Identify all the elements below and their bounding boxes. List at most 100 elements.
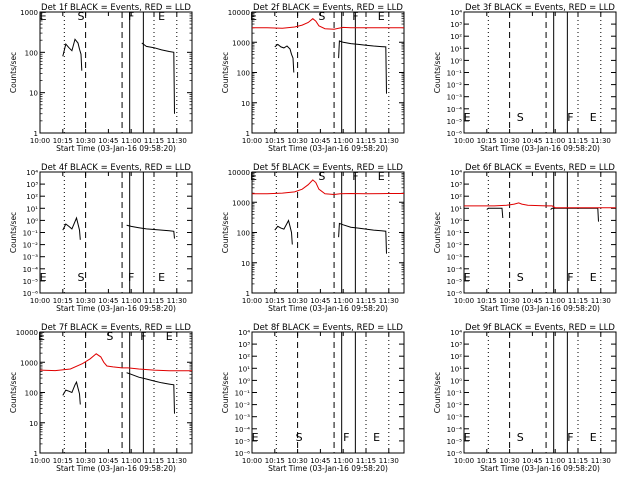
y-tick-label: 10² <box>450 193 462 201</box>
x-tick-label: 11:15 <box>568 137 588 145</box>
y-tick-label: 10⁻³ <box>447 254 463 262</box>
plot-frame <box>39 331 193 454</box>
phase-marker-label: E <box>590 111 597 124</box>
phase-marker-label: S <box>78 271 85 284</box>
y-tick-label: 10⁻⁵ <box>23 278 39 286</box>
x-tick-label: 10:00 <box>30 297 50 305</box>
y-tick-label: 10³ <box>450 21 462 29</box>
y-tick-label: 10⁻³ <box>447 94 463 102</box>
y-tick-label: 10 <box>241 100 250 108</box>
phase-marker-label: F <box>567 431 573 444</box>
y-tick-label: 10⁴ <box>26 169 38 177</box>
y-tick-label: 10⁻¹ <box>447 230 463 238</box>
y-tick-label: 10⁻⁵ <box>235 438 251 446</box>
phase-marker-label: E <box>464 271 471 284</box>
y-tick-label: 10⁻⁵ <box>447 438 463 446</box>
y-axis-label: Counts/sec <box>9 372 18 413</box>
x-tick-label: 11:00 <box>333 457 353 465</box>
phase-marker-label: E <box>378 10 385 23</box>
plot-frame <box>39 171 193 294</box>
y-tick-label: 10⁰ <box>450 57 462 65</box>
y-tick-label: 10⁰ <box>238 377 250 385</box>
x-tick-label: 10:15 <box>53 457 73 465</box>
x-tick-label: 10:15 <box>265 297 285 305</box>
x-tick-label: 10:15 <box>53 137 73 145</box>
x-tick-label: 11:00 <box>545 457 565 465</box>
phase-marker-label: E <box>40 10 47 23</box>
phase-marker-label: F <box>343 431 349 444</box>
y-tick-label: 10⁻⁴ <box>447 106 463 114</box>
x-tick-label: 10:45 <box>522 137 542 145</box>
y-axis-label: Counts/sec <box>9 212 18 253</box>
x-tick-label: 11:15 <box>356 457 376 465</box>
lld-series-line <box>464 202 616 209</box>
phase-marker-label: E <box>378 170 385 183</box>
y-tick-label: 10⁰ <box>450 217 462 225</box>
y-tick-label: 10² <box>450 33 462 41</box>
y-axis-label: Counts/sec <box>221 212 230 253</box>
y-tick-label: 10³ <box>26 181 38 189</box>
x-tick-label: 10:15 <box>477 137 497 145</box>
events-series-line <box>338 222 387 254</box>
x-axis-label: Start Time (03-Jan-16 09:58:20) <box>56 304 176 313</box>
x-tick-label: 11:30 <box>379 137 399 145</box>
phase-marker-label: F <box>567 111 573 124</box>
phase-marker-label: F <box>128 10 134 23</box>
y-tick-label: 10⁻¹ <box>447 70 463 78</box>
y-tick-label: 10⁴ <box>450 329 462 337</box>
y-axis-label: Counts/sec <box>9 52 18 93</box>
y-tick-label: 10000 <box>228 9 250 17</box>
x-tick-label: 10:45 <box>522 297 542 305</box>
x-tick-label: 11:15 <box>356 297 376 305</box>
events-series-line <box>338 40 387 94</box>
phase-marker-label: F <box>352 10 358 23</box>
x-axis-label: Start Time (03-Jan-16 09:58:20) <box>480 464 600 473</box>
phase-marker-label: E <box>373 431 380 444</box>
y-tick-label: 10⁻³ <box>447 414 463 422</box>
x-tick-label: 11:15 <box>568 297 588 305</box>
phase-marker-label: S <box>318 10 325 23</box>
x-tick-label: 10:15 <box>477 297 497 305</box>
y-tick-label: 10⁻⁴ <box>447 266 463 274</box>
y-tick-label: 1000 <box>232 39 250 47</box>
phase-marker-label: F <box>140 330 146 343</box>
x-axis-label: Start Time (03-Jan-16 09:58:20) <box>480 304 600 313</box>
chart-title: Det 9f BLACK = Events, RED = LLD <box>465 323 615 333</box>
lld-series-line <box>252 179 404 196</box>
y-tick-label: 10⁻⁴ <box>235 426 251 434</box>
phase-marker-label: S <box>78 10 85 23</box>
x-tick-label: 11:30 <box>379 297 399 305</box>
x-tick-label: 11:30 <box>167 137 187 145</box>
x-tick-label: 11:00 <box>333 297 353 305</box>
y-axis-label: Counts/sec <box>221 372 230 413</box>
y-tick-label: 1000 <box>20 9 38 17</box>
y-tick-label: 10¹ <box>238 365 250 373</box>
y-tick-label: 100 <box>237 70 250 78</box>
y-tick-label: 10⁻³ <box>235 414 251 422</box>
x-tick-label: 10:30 <box>288 137 308 145</box>
chart-title: Det 5f BLACK = Events, RED = LLD <box>253 163 403 173</box>
y-tick-label: 100 <box>25 390 38 398</box>
y-axis-label: Counts/sec <box>433 212 442 253</box>
y-tick-label: 10⁻⁴ <box>447 426 463 434</box>
x-tick-label: 10:30 <box>500 297 520 305</box>
x-axis-label: Start Time (03-Jan-16 09:58:20) <box>480 144 600 153</box>
phase-marker-label: E <box>590 431 597 444</box>
y-axis-label: Counts/sec <box>221 52 230 93</box>
x-tick-label: 11:00 <box>121 297 141 305</box>
y-tick-label: 10¹ <box>450 205 462 213</box>
y-tick-label: 10⁻² <box>447 82 463 90</box>
y-tick-label: 10⁻⁵ <box>447 278 463 286</box>
x-tick-label: 10:30 <box>500 137 520 145</box>
y-tick-label: 10³ <box>450 181 462 189</box>
x-tick-label: 11:15 <box>144 137 164 145</box>
phase-marker-label: S <box>517 271 524 284</box>
x-tick-label: 10:45 <box>98 137 118 145</box>
plot-frame <box>39 11 193 134</box>
x-tick-label: 10:00 <box>242 137 262 145</box>
phase-marker-label: E <box>158 10 165 23</box>
y-tick-label: 10² <box>26 193 38 201</box>
